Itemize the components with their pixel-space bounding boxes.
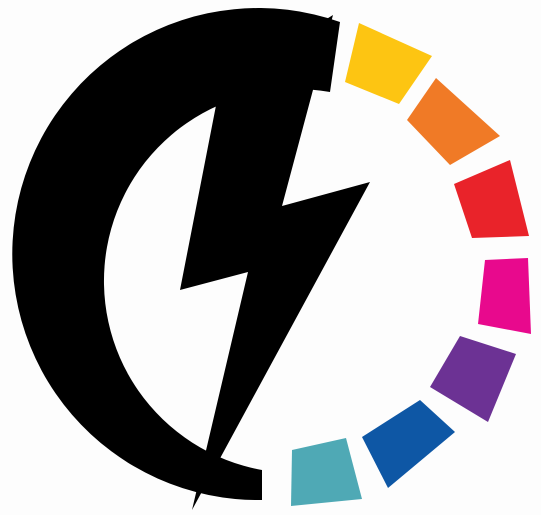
teal-segment (291, 438, 362, 506)
orange-segment (407, 78, 500, 165)
black-ring-arc (12, 8, 340, 501)
yellow-segment (345, 23, 432, 104)
red-segment (454, 160, 529, 238)
blue-segment (362, 400, 455, 488)
color-segments (291, 23, 531, 506)
magenta-segment (478, 258, 531, 334)
purple-segment (430, 336, 516, 422)
lightning-bolt-icon (180, 15, 370, 510)
